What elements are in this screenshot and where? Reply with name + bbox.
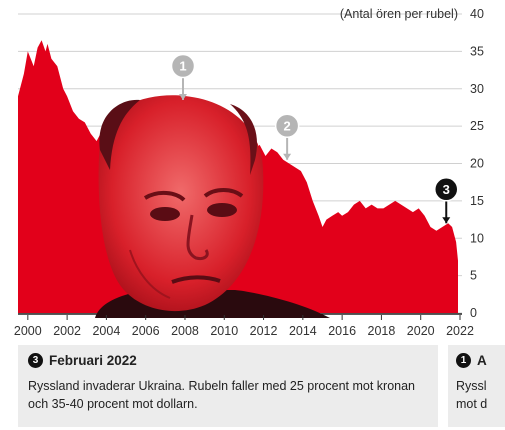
x-tick-label: 2014: [289, 324, 317, 338]
event-description-line: Ryssland invaderar Ukraina. Rubeln falle…: [28, 379, 415, 393]
y-tick-label: 30: [470, 82, 484, 96]
event-description: Ryssl mot d: [456, 377, 505, 413]
x-tick-label: 2002: [53, 324, 81, 338]
event-card-1[interactable]: 1 A Ryssl mot d: [448, 345, 505, 427]
y-tick-label: 20: [470, 157, 484, 171]
unit-label: (Antal ören per rubel): [340, 7, 458, 21]
event-marker-1[interactable]: 1: [170, 53, 196, 100]
event-marker-3[interactable]: 3: [433, 177, 459, 224]
x-axis-ticks: 2000 2002 2004 2006 2008 2010 2012 2014 2016 2018…: [14, 315, 474, 338]
x-tick-label: 2018: [368, 324, 396, 338]
x-tick-label: 2004: [92, 324, 120, 338]
x-tick-label: 2012: [250, 324, 278, 338]
event-description-line: och 35-40 procent mot dollarn.: [28, 397, 198, 411]
marker-circle: [170, 53, 196, 79]
y-tick-label: 15: [470, 194, 484, 208]
rubel-chart: 2000 2002 2004 2006 2008 2010 2012 2014 2016 2018…: [14, 7, 484, 338]
event-title: Februari 2022: [49, 353, 137, 368]
event-description-line: mot d: [456, 397, 488, 411]
y-tick-label: 35: [470, 44, 484, 58]
y-tick-label: 0: [470, 306, 477, 320]
y-tick-label: 10: [470, 231, 484, 245]
y-tick-label: 5: [470, 269, 477, 283]
x-tick-label: 2006: [132, 324, 160, 338]
marker-circle: [433, 177, 459, 202]
marker-pointer: [442, 217, 451, 224]
event-badge: 1: [456, 353, 471, 368]
marker-label: 2: [284, 118, 291, 133]
event-title: A: [477, 353, 487, 368]
y-tick-label: 40: [470, 7, 484, 21]
event-card-heading: 3 Februari 2022: [28, 353, 428, 368]
event-badge: 3: [28, 353, 43, 368]
x-tick-label: 2016: [328, 324, 356, 338]
x-tick-label: 2010: [210, 324, 238, 338]
portrait-illustration: [95, 95, 330, 318]
y-axis-ticks: 0 5 10 15 20 25 30 35 40: [470, 7, 484, 320]
x-tick-label: 2022: [446, 324, 474, 338]
y-tick-label: 25: [470, 119, 484, 133]
event-marker-2[interactable]: 2: [274, 113, 300, 160]
event-description-line: Ryssl: [456, 379, 487, 393]
x-tick-label: 2020: [407, 324, 435, 338]
x-tick-label: 2008: [171, 324, 199, 338]
marker-pointer: [179, 93, 188, 100]
x-tick-label: 2000: [14, 324, 42, 338]
event-card-3: 3 Februari 2022 Ryssland invaderar Ukrai…: [18, 345, 438, 427]
event-markers: 1 2 3: [170, 53, 459, 224]
marker-label: 1: [179, 58, 186, 73]
event-card-heading: 1 A: [456, 353, 505, 368]
marker-label: 3: [443, 182, 450, 197]
marker-circle: [274, 113, 300, 139]
marker-pointer: [283, 153, 292, 160]
event-description: Ryssland invaderar Ukraina. Rubeln falle…: [28, 377, 428, 413]
